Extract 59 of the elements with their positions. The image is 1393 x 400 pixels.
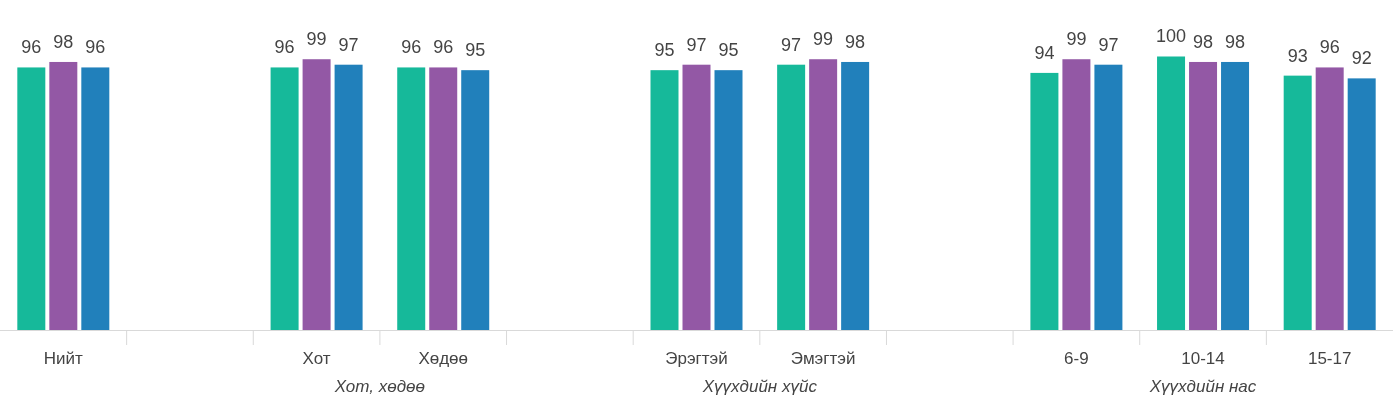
bar: [1283, 75, 1312, 330]
data-label: 95: [718, 40, 739, 61]
bar: [461, 70, 490, 330]
bar: [1347, 78, 1376, 330]
bar: [397, 67, 426, 330]
data-label: 93: [1287, 45, 1308, 66]
data-label: 97: [781, 34, 802, 55]
x-tick-label: Нийт: [43, 349, 84, 368]
bar: [1157, 56, 1186, 330]
bar: [650, 70, 679, 330]
bar: [1094, 64, 1123, 330]
data-label: 98: [1193, 31, 1214, 52]
text: Хүүхдийн хүйс: [701, 377, 818, 396]
x-tick-label: Хот: [302, 349, 331, 368]
data-label: 92: [1351, 48, 1372, 69]
text: Хүүхдийн нас: [1148, 377, 1257, 396]
data-label: 95: [654, 40, 675, 61]
bar: [81, 67, 110, 330]
data-label: 100: [1156, 26, 1187, 47]
data-label: 97: [338, 34, 359, 55]
x-tick-label: Эрэгтэй: [665, 349, 728, 368]
data-label: 98: [53, 31, 74, 52]
text: Хот, хөдөө: [333, 377, 425, 396]
bar: [302, 59, 331, 330]
x-tick-label: 15-17: [1307, 349, 1352, 368]
bar: [17, 67, 46, 330]
bar: [270, 67, 299, 330]
data-label: 99: [306, 29, 327, 50]
bar: [1189, 61, 1218, 330]
data-label: 97: [1098, 34, 1119, 55]
bar: [682, 64, 711, 330]
x-tick-label: 10-14: [1181, 349, 1225, 368]
data-label: 99: [1066, 29, 1087, 50]
data-label: 96: [401, 37, 422, 58]
data-label: 98: [1225, 31, 1246, 52]
bar: [777, 64, 806, 330]
data-label: 96: [85, 37, 106, 58]
data-label: 94: [1034, 42, 1055, 63]
bar: [1062, 59, 1091, 330]
data-label: 99: [813, 29, 834, 50]
x-tick-label: Хөдөө: [418, 349, 469, 368]
bar: [429, 67, 458, 330]
bar: [49, 61, 78, 330]
bar: [714, 70, 743, 330]
data-label: 96: [274, 37, 295, 58]
x-tick-label: 6-9: [1064, 349, 1089, 368]
bar: [1030, 72, 1059, 330]
bar: [1221, 61, 1250, 330]
bar: [809, 59, 838, 330]
data-label: 98: [845, 31, 866, 52]
data-label: 96: [21, 37, 42, 58]
bar: [334, 64, 363, 330]
data-label: 95: [465, 40, 486, 61]
data-label: 96: [433, 37, 454, 58]
data-label: 97: [686, 34, 707, 55]
data-label: 96: [1319, 37, 1340, 58]
x-tick-label: Эмэгтэй: [790, 349, 856, 368]
bar: [1315, 67, 1344, 330]
bar: [841, 61, 870, 330]
